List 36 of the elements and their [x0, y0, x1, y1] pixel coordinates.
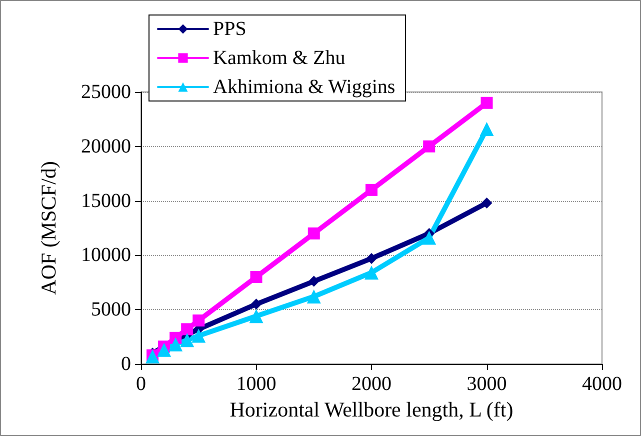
x-axis-title: Horizontal Wellbore length, L (ft) [230, 397, 514, 422]
point [192, 328, 206, 343]
point [192, 314, 205, 326]
point [181, 323, 194, 336]
point [308, 227, 320, 240]
y-tick-label: 10000 [81, 244, 131, 266]
point [249, 309, 264, 324]
x-tick-label: 0 [136, 373, 146, 395]
y-axis-title: AOF (MSCF/d) [36, 161, 60, 295]
point [366, 184, 378, 196]
point [306, 290, 321, 304]
point [250, 270, 262, 283]
legend-label: Kamkom & Zhu [213, 47, 346, 69]
y-tick-label: 0 [121, 353, 131, 375]
x-tick-label: 3000 [466, 373, 507, 395]
legend-label: PPS [213, 18, 246, 40]
y-tick-label: 25000 [81, 81, 131, 103]
point [480, 122, 494, 136]
point [422, 230, 436, 245]
point [157, 342, 172, 357]
point [480, 96, 493, 109]
point [423, 140, 436, 152]
point [168, 337, 183, 352]
point [308, 276, 320, 287]
y-tick-label: 15000 [81, 190, 131, 212]
x-tick-label: 4000 [582, 373, 622, 395]
y-tick-label: 5000 [91, 298, 131, 321]
point [180, 333, 194, 348]
y-tick-label: 20000 [81, 135, 131, 158]
point [366, 252, 377, 264]
point [364, 266, 378, 280]
legend-label: Akhimiona & Wiggins [213, 76, 396, 98]
x-tick-label: 1000 [236, 373, 276, 395]
x-tick-label: 2000 [352, 373, 392, 395]
point [250, 298, 262, 310]
point [481, 197, 492, 208]
